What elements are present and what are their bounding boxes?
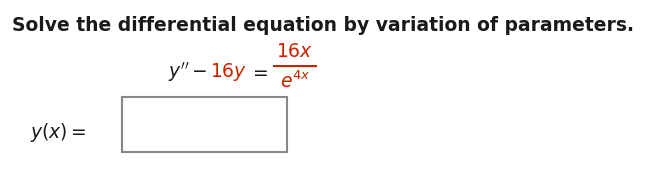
Text: $=$: $=$	[249, 62, 268, 81]
Text: $16x$: $16x$	[276, 42, 313, 61]
Text: $y'' - $: $y'' - $	[168, 60, 207, 84]
Text: $16y$: $16y$	[210, 61, 247, 83]
Text: $y(x) =$: $y(x) =$	[30, 120, 87, 144]
Text: $e^{4x}$: $e^{4x}$	[280, 71, 310, 93]
Text: Solve the differential equation by variation of parameters.: Solve the differential equation by varia…	[12, 16, 634, 35]
Bar	[122, 97, 287, 152]
